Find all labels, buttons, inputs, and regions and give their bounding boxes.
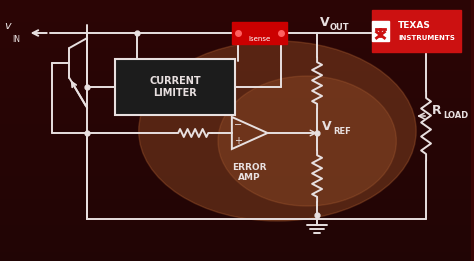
FancyBboxPatch shape <box>372 10 461 52</box>
Text: v: v <box>4 21 10 31</box>
FancyBboxPatch shape <box>232 22 287 44</box>
Text: V: V <box>320 16 330 29</box>
Ellipse shape <box>218 76 396 206</box>
Text: −: − <box>234 120 242 130</box>
FancyBboxPatch shape <box>115 59 235 115</box>
Text: OUT: OUT <box>330 22 350 32</box>
Text: +: + <box>234 136 242 146</box>
FancyBboxPatch shape <box>372 21 390 41</box>
Text: ERROR
AMP: ERROR AMP <box>232 163 267 182</box>
Text: IN: IN <box>12 35 20 44</box>
Text: REF: REF <box>333 127 351 135</box>
Text: TEXAS: TEXAS <box>398 21 431 29</box>
Text: V: V <box>322 121 332 133</box>
Text: CURRENT
LIMITER: CURRENT LIMITER <box>149 76 201 98</box>
Text: LOAD: LOAD <box>443 111 468 121</box>
Text: Isense: Isense <box>248 36 271 42</box>
Text: INSTRUMENTS: INSTRUMENTS <box>398 35 455 41</box>
Text: R: R <box>432 104 442 116</box>
Ellipse shape <box>139 41 416 221</box>
